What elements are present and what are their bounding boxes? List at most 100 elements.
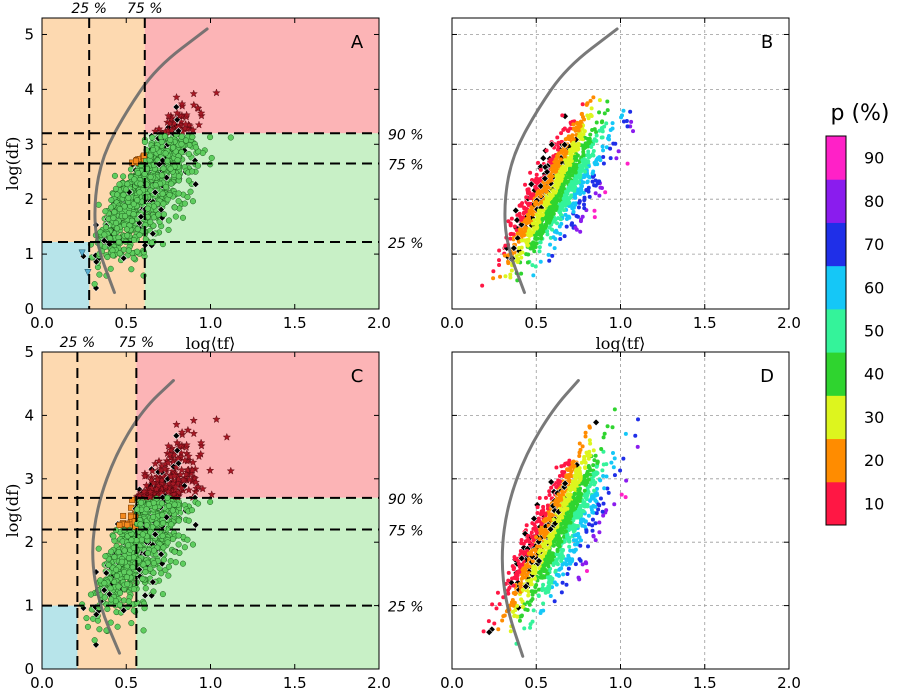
data-point — [592, 127, 597, 132]
data-point — [108, 548, 115, 555]
data-point — [587, 136, 592, 141]
data-point — [160, 544, 167, 551]
x-tick-label: 0.5 — [524, 314, 548, 332]
data-point — [197, 111, 206, 120]
data-point — [598, 158, 603, 163]
data-point — [84, 623, 91, 630]
data-point — [606, 134, 611, 139]
data-point — [554, 582, 559, 587]
data-point — [570, 149, 575, 154]
data-point — [161, 133, 168, 140]
quantile-label: 75 % — [119, 335, 155, 351]
data-point — [522, 233, 527, 238]
data-point — [584, 187, 589, 192]
data-point — [573, 225, 578, 230]
data-point — [519, 537, 524, 542]
panel-label: B — [761, 32, 773, 53]
data-point — [124, 232, 131, 239]
region-medium-high — [136, 497, 379, 669]
data-point — [116, 205, 123, 213]
data-point — [158, 156, 167, 165]
quantile-label: 90 % — [388, 127, 424, 143]
data-point — [141, 170, 148, 178]
data-point — [597, 98, 602, 103]
data-point — [537, 245, 542, 250]
data-point — [131, 176, 138, 183]
data-point — [519, 216, 524, 221]
data-point — [145, 501, 152, 508]
quantile-label: 25 % — [71, 1, 107, 17]
data-point — [152, 182, 159, 189]
data-point — [547, 205, 552, 210]
data-point — [625, 124, 630, 129]
x-tick-label: 0.0 — [30, 314, 54, 332]
data-point — [547, 492, 552, 497]
data-point — [601, 154, 606, 159]
data-point — [547, 489, 552, 494]
data-point — [558, 217, 563, 222]
data-point — [527, 190, 532, 195]
data-point — [609, 460, 614, 465]
quantile-label: 90 % — [388, 492, 424, 508]
data-point — [167, 126, 176, 134]
quantile-label: 75 % — [388, 158, 424, 174]
data-point — [143, 522, 150, 529]
data-point — [102, 553, 109, 560]
data-point — [563, 168, 568, 173]
data-point — [555, 135, 560, 140]
data-point — [125, 194, 132, 201]
data-point — [599, 186, 604, 191]
data-point — [578, 188, 583, 193]
data-point — [579, 217, 584, 222]
data-point — [511, 609, 516, 614]
data-point — [121, 568, 128, 576]
data-point — [530, 263, 535, 268]
x-tick-label: 1.0 — [199, 674, 223, 692]
data-point — [165, 563, 172, 570]
data-point — [566, 129, 571, 134]
data-point — [599, 120, 604, 125]
data-point — [519, 271, 524, 276]
data-point — [111, 553, 118, 561]
data-point — [104, 254, 111, 261]
data-point — [535, 505, 540, 510]
data-point — [582, 195, 587, 200]
data-point — [515, 231, 520, 236]
data-point — [575, 214, 580, 219]
data-point — [78, 249, 86, 257]
y-tick-label: 1 — [24, 245, 34, 263]
data-point — [593, 453, 598, 458]
data-point — [593, 178, 598, 183]
data-point — [155, 211, 162, 218]
data-point — [587, 194, 592, 199]
data-point — [141, 138, 148, 146]
data-point — [621, 108, 626, 113]
y-axis-label: log(df) — [3, 484, 22, 538]
data-point — [508, 236, 513, 241]
data-point — [162, 183, 169, 190]
y-tick-label: 4 — [24, 80, 34, 98]
data-point — [172, 420, 181, 429]
data-point — [491, 269, 496, 274]
data-point — [122, 186, 130, 193]
data-point — [557, 193, 562, 198]
data-point — [601, 161, 606, 166]
data-point — [183, 425, 193, 434]
data-point — [623, 495, 628, 500]
data-point — [116, 522, 123, 529]
data-point — [518, 251, 523, 256]
data-point — [588, 112, 593, 117]
data-point — [137, 180, 144, 187]
data-point — [603, 190, 608, 195]
data-point — [577, 175, 582, 180]
data-point — [551, 235, 556, 240]
data-point — [115, 583, 122, 590]
data-point — [184, 193, 191, 201]
data-point — [547, 225, 552, 230]
x-tick-label: 1.5 — [693, 314, 717, 332]
data-point — [120, 191, 127, 199]
data-point — [113, 566, 120, 573]
data-point — [619, 115, 624, 120]
data-point — [124, 581, 131, 588]
data-point — [538, 259, 543, 264]
